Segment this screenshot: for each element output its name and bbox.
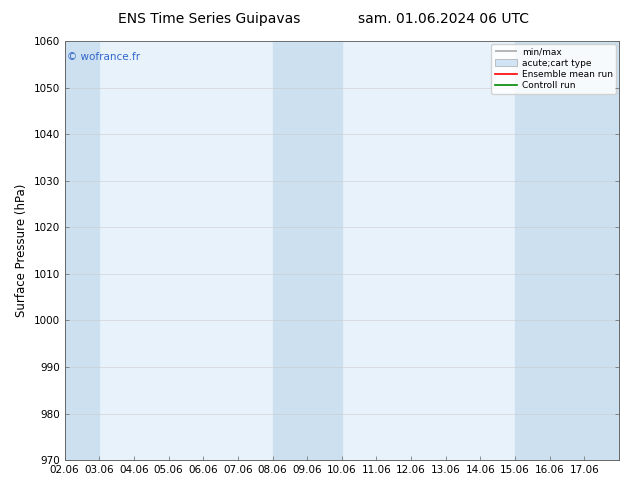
Text: © wofrance.fr: © wofrance.fr	[67, 51, 141, 62]
Legend: min/max, acute;cart type, Ensemble mean run, Controll run: min/max, acute;cart type, Ensemble mean …	[491, 44, 616, 94]
Text: sam. 01.06.2024 06 UTC: sam. 01.06.2024 06 UTC	[358, 12, 529, 26]
Y-axis label: Surface Pressure (hPa): Surface Pressure (hPa)	[15, 184, 28, 318]
Bar	[65, 41, 100, 460]
Bar	[273, 41, 342, 460]
Text: ENS Time Series Guipavas: ENS Time Series Guipavas	[118, 12, 301, 26]
Bar	[515, 41, 619, 460]
